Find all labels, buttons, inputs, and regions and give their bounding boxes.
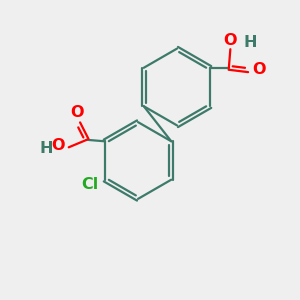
Text: O: O bbox=[52, 138, 65, 153]
Text: H: H bbox=[244, 35, 257, 50]
Text: O: O bbox=[223, 33, 236, 48]
Text: O: O bbox=[70, 105, 84, 120]
Text: O: O bbox=[252, 62, 266, 77]
Text: Cl: Cl bbox=[81, 177, 98, 192]
Text: H: H bbox=[40, 141, 53, 156]
